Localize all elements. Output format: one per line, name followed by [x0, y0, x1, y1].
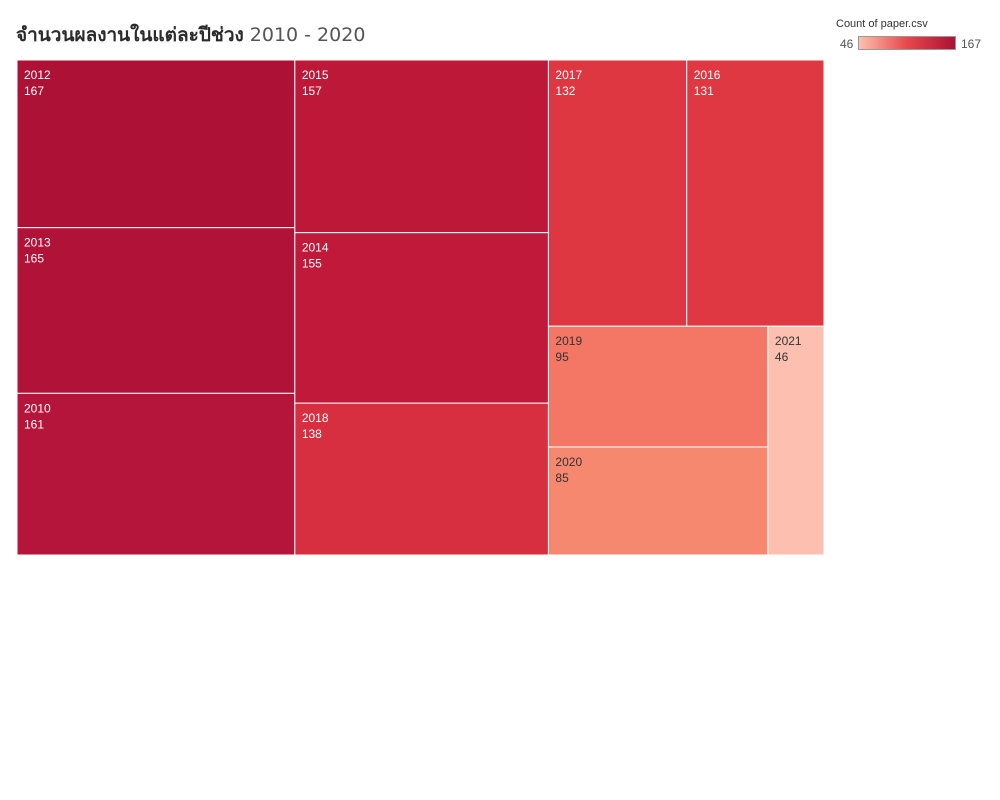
treemap-tile-rect[interactable]: [294, 402, 549, 556]
tile-count-label: 132: [555, 84, 575, 98]
treemap-tile-2014[interactable]: 2014 155: [294, 232, 549, 404]
treemap-tile-rect[interactable]: [547, 59, 688, 327]
tile-count-label: 161: [24, 417, 44, 431]
tile-year-label: 2014: [302, 241, 329, 255]
tile-year-label: 2012: [24, 68, 51, 82]
treemap-tile-rect[interactable]: [686, 59, 825, 327]
tile-count-label: 157: [302, 84, 322, 98]
legend-min-value: 46: [840, 37, 854, 51]
chart-title-range: 2010 - 2020: [249, 24, 366, 46]
treemap-tile-2016[interactable]: 2016 131: [686, 59, 825, 327]
tile-count-label: 155: [302, 257, 322, 271]
tile-year-label: 2015: [302, 68, 329, 82]
treemap-tile-rect[interactable]: [16, 227, 296, 394]
tile-count-label: 85: [555, 471, 569, 485]
treemap-tile-rect[interactable]: [16, 392, 296, 556]
treemap-tile-2010[interactable]: 2010 161: [16, 392, 296, 556]
treemap-tile-rect[interactable]: [547, 325, 769, 448]
tile-year-label: 2019: [555, 334, 582, 348]
legend-max-value: 167: [961, 37, 982, 51]
treemap-tile-2020[interactable]: 2020 85: [547, 446, 769, 556]
tile-count-label: 95: [555, 350, 569, 364]
tile-year-label: 2018: [302, 411, 329, 425]
treemap-tile-2017[interactable]: 2017 132: [547, 59, 688, 327]
tile-year-label: 2021: [775, 334, 802, 348]
tile-year-label: 2010: [24, 401, 51, 415]
chart-title-main: จำนวนผลงานในแต่ละปีช่วง: [16, 24, 244, 46]
tile-count-label: 165: [24, 252, 44, 266]
treemap-tile-2021[interactable]: 2021 46: [767, 325, 825, 556]
tile-year-label: 2013: [24, 236, 51, 250]
tile-count-label: 46: [775, 350, 789, 364]
tile-year-label: 2017: [555, 68, 582, 82]
treemap-tile-2018[interactable]: 2018 138: [294, 402, 549, 556]
treemap-tile-2012[interactable]: 2012 167: [16, 59, 296, 229]
tile-year-label: 2020: [555, 455, 582, 469]
chart-title: จำนวนผลงานในแต่ละปีช่วง 2010 - 2020: [16, 20, 365, 50]
tile-year-label: 2016: [694, 68, 721, 82]
legend-gradient-bar: [858, 36, 956, 50]
legend-title: Count of paper.csv: [836, 18, 928, 30]
treemap-tile-2019[interactable]: 2019 95: [547, 325, 769, 448]
treemap-tile-rect[interactable]: [294, 59, 549, 234]
tile-count-label: 167: [24, 84, 44, 98]
treemap-tile-rect[interactable]: [294, 232, 549, 404]
treemap-tile-rect[interactable]: [16, 59, 296, 229]
tile-count-label: 131: [694, 84, 714, 98]
tile-count-label: 138: [302, 427, 322, 441]
treemap-tile-rect[interactable]: [547, 446, 769, 556]
treemap-tile-rect[interactable]: [767, 325, 825, 556]
treemap-tile-2013[interactable]: 2013 165: [16, 227, 296, 394]
treemap-tile-2015[interactable]: 2015 157: [294, 59, 549, 234]
